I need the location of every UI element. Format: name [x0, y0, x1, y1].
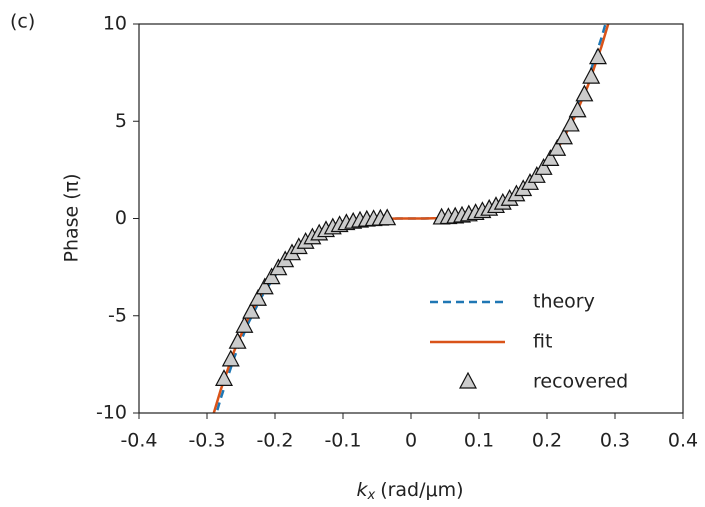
marker — [242, 301, 261, 319]
legend-label: recovered — [533, 371, 628, 393]
legend-label: fit — [533, 331, 552, 353]
marker — [541, 149, 560, 166]
marker — [568, 100, 587, 118]
marker — [575, 84, 594, 102]
x-label-symbol: k — [356, 479, 368, 501]
x-tick-label: -0.1 — [324, 430, 361, 452]
marker — [378, 208, 397, 226]
x-tick-label: 0 — [405, 430, 417, 452]
x-label-unit: (rad/μm) — [380, 479, 463, 501]
y-tick-label: -5 — [108, 304, 127, 326]
legend-label: theory — [533, 291, 595, 313]
y-tick-label: -10 — [96, 402, 127, 424]
x-tick-label: 0.3 — [600, 430, 630, 452]
marker — [255, 277, 274, 295]
marker — [262, 267, 281, 285]
line-fit — [212, 24, 610, 413]
marker — [534, 158, 553, 175]
panel-label: (c) — [10, 11, 35, 33]
marker — [215, 369, 233, 386]
marker — [582, 66, 601, 84]
x-tick-label: 0.1 — [464, 430, 494, 452]
y-axis-label: Phase (π) — [61, 173, 83, 262]
x-axis-label: kx (rad/μm) — [356, 479, 463, 503]
marker — [589, 47, 607, 65]
x-tick-label: -0.3 — [188, 430, 225, 452]
x-tick-label: 0.2 — [532, 430, 562, 452]
y-tick-label: 0 — [115, 207, 127, 229]
x-label-subscript: x — [366, 488, 375, 503]
x-tick-label: 0.4 — [668, 430, 698, 452]
marker — [548, 138, 567, 156]
legend-swatch — [459, 371, 477, 389]
x-tick-label: -0.2 — [256, 430, 293, 452]
marker — [555, 127, 573, 145]
x-tick-label: -0.4 — [120, 430, 157, 452]
plot-area — [212, 24, 610, 413]
marker — [228, 331, 247, 349]
marker — [235, 315, 254, 333]
marker — [249, 288, 267, 306]
marker — [561, 114, 580, 132]
y-tick-label: 5 — [115, 110, 127, 132]
marker — [221, 349, 240, 367]
y-tick-label: 10 — [103, 13, 127, 35]
